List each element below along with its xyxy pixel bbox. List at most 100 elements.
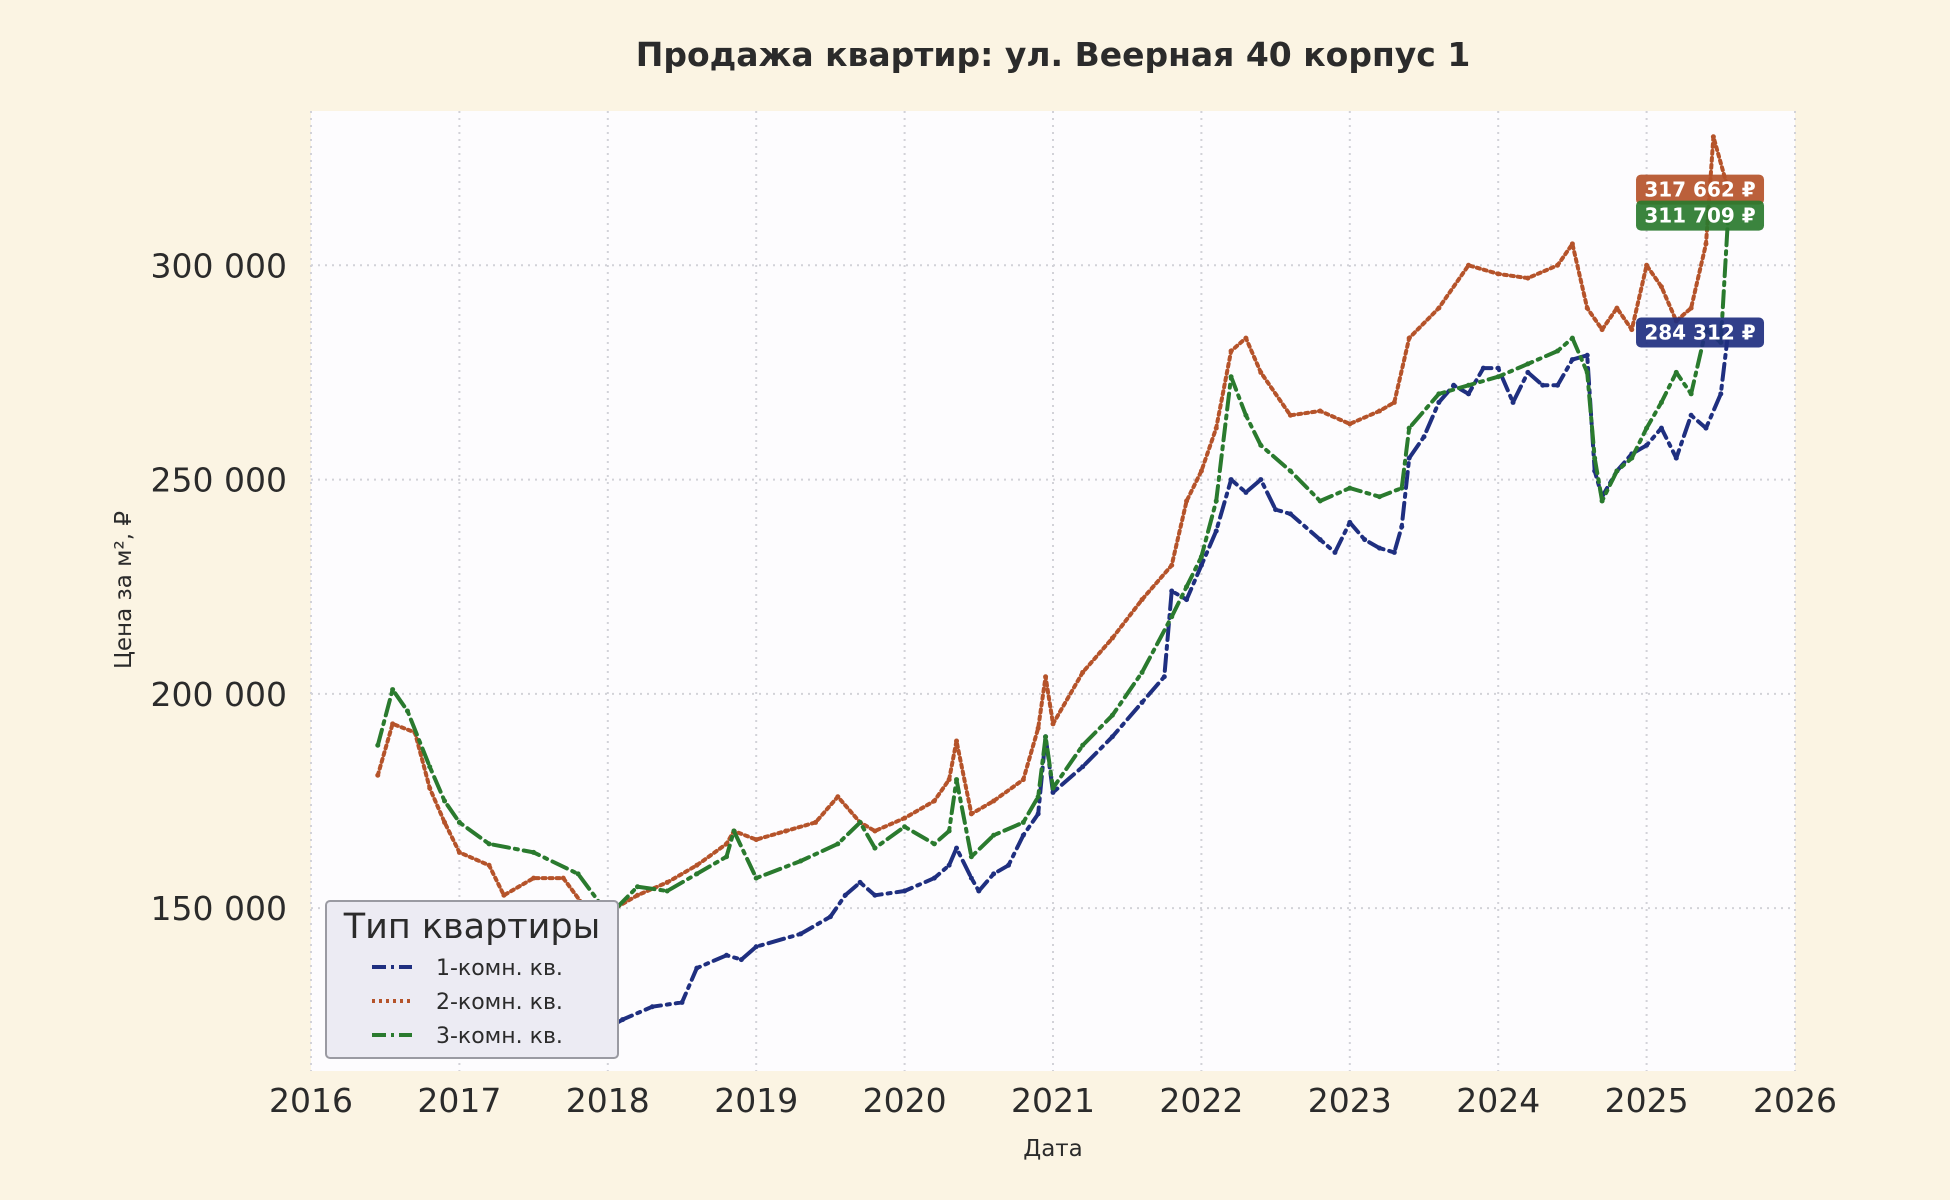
data-point <box>1228 348 1234 354</box>
data-point <box>1228 477 1234 483</box>
data-point <box>1406 455 1412 461</box>
x-tick-label: 2023 <box>1308 1081 1392 1120</box>
data-point <box>1391 549 1397 555</box>
data-point <box>442 798 448 804</box>
data-point <box>390 687 396 693</box>
data-point <box>1198 468 1204 474</box>
data-point <box>1080 742 1086 748</box>
data-point <box>1718 391 1724 397</box>
data-point <box>1347 519 1353 525</box>
data-point <box>531 875 537 881</box>
legend-label: 2-комн. кв. <box>436 990 563 1015</box>
data-point <box>968 811 974 817</box>
data-point <box>694 862 700 868</box>
x-tick-label: 2018 <box>566 1081 650 1120</box>
data-point <box>1243 412 1249 418</box>
data-point <box>1347 485 1353 491</box>
data-point <box>1184 584 1190 590</box>
data-point <box>486 862 492 868</box>
data-point <box>991 798 997 804</box>
data-point <box>390 721 396 727</box>
data-point <box>1569 335 1575 341</box>
data-point <box>1688 391 1694 397</box>
data-point <box>1050 789 1056 795</box>
data-point <box>1161 674 1167 680</box>
data-point <box>1495 365 1501 371</box>
data-point <box>1332 549 1338 555</box>
data-point <box>375 742 381 748</box>
data-point <box>634 884 640 890</box>
data-point <box>827 914 833 920</box>
data-point <box>664 879 670 885</box>
data-point <box>1555 348 1561 354</box>
data-point <box>1243 489 1249 495</box>
legend-item: 3-комн. кв. <box>372 1024 563 1049</box>
data-point <box>1629 327 1635 333</box>
data-point <box>954 845 960 851</box>
data-point <box>1466 382 1472 388</box>
data-point <box>1599 327 1605 333</box>
data-point <box>1139 597 1145 603</box>
data-point <box>575 871 581 877</box>
legend-item: 2-комн. кв. <box>372 990 563 1015</box>
data-point <box>427 785 433 791</box>
data-point <box>456 849 462 855</box>
data-point <box>1510 399 1516 405</box>
data-point <box>1525 275 1531 281</box>
data-point <box>1169 614 1175 620</box>
end-value-label: 311 709 ₽ <box>1644 204 1755 228</box>
data-point <box>501 892 507 898</box>
data-point <box>1644 262 1650 268</box>
data-point <box>738 957 744 963</box>
data-point <box>1555 262 1561 268</box>
data-point <box>1644 425 1650 431</box>
data-point <box>1213 528 1219 534</box>
data-point <box>1317 498 1323 504</box>
data-point <box>1710 134 1716 140</box>
data-point <box>1436 391 1442 397</box>
data-point <box>1406 335 1412 341</box>
data-point <box>1109 734 1115 740</box>
data-point <box>1005 862 1011 868</box>
data-point <box>531 849 537 855</box>
data-point <box>1376 494 1382 500</box>
data-point <box>1287 511 1293 517</box>
data-point <box>1584 305 1590 311</box>
x-axis-label: Дата <box>1023 1136 1083 1162</box>
data-point <box>1287 468 1293 474</box>
data-point <box>1399 524 1405 530</box>
x-tick-label: 2016 <box>269 1081 353 1120</box>
data-point <box>1480 365 1486 371</box>
legend: Тип квартиры 1-комн. кв. 2-комн. кв. 3-к… <box>325 900 619 1059</box>
legend-label: 3-комн. кв. <box>436 1024 563 1049</box>
axes: 2016 2017 2018 2019 2020 2021 2022 2023 2024 2025… <box>151 246 1837 1120</box>
x-tick-label: 2025 <box>1605 1081 1689 1120</box>
data-point <box>968 854 974 860</box>
data-point <box>1080 764 1086 770</box>
data-point <box>1436 305 1442 311</box>
data-point <box>1406 425 1412 431</box>
data-point <box>1451 382 1457 388</box>
data-point <box>783 828 789 834</box>
data-point <box>1317 537 1323 543</box>
data-point <box>902 888 908 894</box>
data-point <box>1673 369 1679 375</box>
data-point <box>1184 498 1190 504</box>
data-point <box>1213 498 1219 504</box>
data-point <box>1436 399 1442 405</box>
data-point <box>1198 562 1204 568</box>
y-axis-label: Цена за м², ₽ <box>111 511 137 669</box>
data-point <box>946 862 952 868</box>
data-point <box>1525 369 1531 375</box>
data-point <box>1658 284 1664 290</box>
data-point <box>1317 408 1323 414</box>
data-point <box>991 832 997 838</box>
data-point <box>872 828 878 834</box>
series-line <box>390 330 1731 1031</box>
data-point <box>813 819 819 825</box>
data-point <box>872 845 878 851</box>
data-point <box>375 772 381 778</box>
data-point <box>1614 468 1620 474</box>
end-value-badge <box>1636 317 1765 348</box>
data-point <box>1421 434 1427 440</box>
